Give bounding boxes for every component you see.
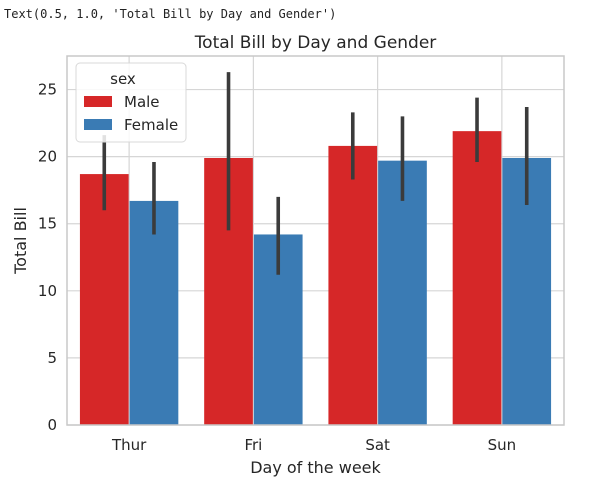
- y-axis-label: Total Bill: [11, 207, 30, 275]
- x-axis-label: Day of the week: [250, 458, 381, 477]
- x-tick-label: Fri: [244, 436, 262, 454]
- legend-title: sex: [110, 70, 136, 88]
- output-text: Text(0.5, 1.0, 'Total Bill by Day and Ge…: [4, 7, 337, 21]
- legend-label-female: Female: [124, 116, 178, 134]
- y-tick-label: 15: [38, 215, 57, 233]
- y-tick-label: 0: [47, 416, 57, 434]
- bars: [79, 131, 552, 426]
- y-tick-label: 5: [47, 349, 57, 367]
- x-tick-label: Sun: [488, 436, 517, 454]
- x-tick-label: Sat: [365, 436, 390, 454]
- plot-frame: [66, 55, 565, 426]
- error-bars: [102, 72, 529, 275]
- y-tick-label: 10: [38, 282, 57, 300]
- bar-female-thur: [129, 200, 179, 425]
- legend: sex Male Female: [75, 62, 187, 143]
- y-tick-label: 25: [38, 81, 57, 99]
- x-tick-label: Thur: [111, 436, 147, 454]
- bar-male-thur: [79, 174, 129, 425]
- legend-label-male: Male: [124, 93, 160, 111]
- chart-title: Total Bill by Day and Gender: [194, 33, 437, 53]
- y-tick-label: 20: [38, 148, 57, 166]
- bar-male-sun: [452, 131, 502, 425]
- bar-female-sat: [378, 160, 427, 426]
- legend-swatch-female: [84, 119, 112, 130]
- bar-male-sat: [328, 145, 378, 425]
- tick-labels: 0 5 10 15 20 25 Thur Fri Sat Sun: [38, 81, 516, 454]
- legend-swatch-male: [84, 96, 112, 107]
